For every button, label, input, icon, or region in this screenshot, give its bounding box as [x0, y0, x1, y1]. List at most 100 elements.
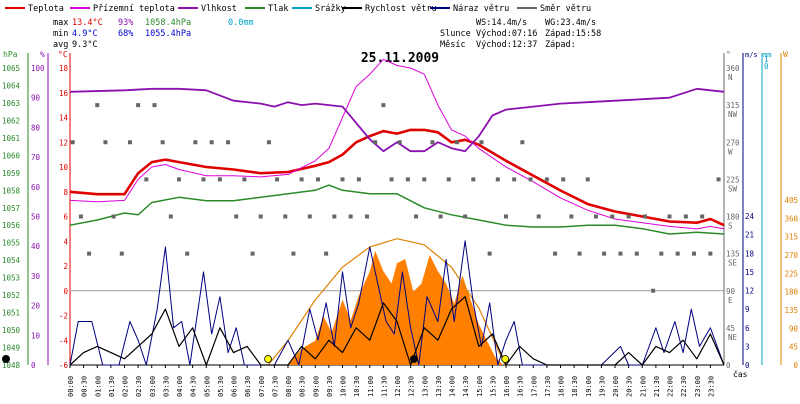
stats-avg-temp: 9.3°C	[72, 40, 98, 50]
wind-direction-point	[87, 251, 92, 256]
time-tick-label: 03:30	[162, 376, 170, 397]
time-tick-label: 08:00	[285, 376, 293, 397]
time-tick-label: 15:30	[489, 376, 497, 397]
w-tick-label: 45	[789, 343, 798, 352]
w-tick-label: 270	[784, 251, 798, 260]
wind-direction-point	[111, 214, 116, 219]
time-tick-label: 17:30	[544, 376, 552, 397]
percent-tick-label: 0	[31, 361, 36, 370]
percent-tick-label: 50	[31, 213, 41, 222]
axis-title-w: W	[783, 50, 788, 59]
wind-direction-point	[651, 288, 656, 293]
time-tick-label: 23:30	[707, 376, 715, 397]
wind-direction-point	[242, 177, 247, 182]
temp-tick-label: -2	[59, 312, 68, 321]
wind-direction-point	[495, 177, 500, 182]
axis-title-degree: °	[726, 50, 731, 59]
wind-gust-max: WG:23.4m/s	[545, 18, 596, 28]
degree-tick-label: 315	[726, 101, 740, 110]
w-tick-label: 135	[784, 306, 798, 315]
hpa-tick-label: 1052	[2, 291, 20, 300]
ms-tick-label: 0	[745, 361, 750, 370]
legend-label: Tlak	[268, 4, 288, 14]
time-tick-label: 02:30	[135, 376, 143, 397]
wind-direction-point	[504, 214, 508, 219]
wind-direction-point	[266, 140, 271, 145]
sunset-marker	[501, 355, 510, 363]
time-tick-label: 14:30	[462, 376, 470, 397]
temp-tick-label: 0	[63, 287, 68, 296]
degree-tick-label: 225	[726, 175, 740, 184]
legend-label: Náraz větru	[453, 4, 509, 14]
temp-tick-label: 16	[59, 89, 69, 98]
hpa-tick-label: 1050	[2, 326, 21, 335]
hpa-tick-label: 1056	[2, 221, 21, 230]
legend-label: Rychlost větru	[365, 4, 437, 14]
temp-tick-label: 2	[63, 262, 68, 271]
hpa-tick-label: 1057	[2, 204, 20, 213]
time-tick-label: 12:30	[408, 376, 416, 397]
sunrise-time: Východ:07:16	[476, 29, 537, 39]
wind-direction-point	[561, 177, 566, 182]
wind-direction-point	[332, 214, 337, 219]
wind-direction-point	[528, 177, 533, 182]
wind-direction-point	[381, 103, 386, 108]
wind-direction-point	[479, 140, 484, 145]
stats-min-pressure: 1055.4hPa	[145, 29, 191, 39]
time-tick-label: 23:00	[694, 376, 702, 397]
time-tick-label: 08:30	[299, 376, 307, 397]
stats-min-label: min	[53, 29, 68, 39]
time-tick-label: 19:30	[598, 376, 606, 397]
wind-direction-point	[291, 251, 296, 256]
moon-label: Měsíc	[440, 40, 466, 50]
wind-direction-point	[438, 214, 443, 219]
wind-direction-point	[405, 177, 410, 182]
moonset-time: Západ:	[545, 40, 576, 50]
mm-tick-label: 0	[764, 62, 769, 71]
percent-tick-label: 90	[31, 94, 41, 103]
degree-tick-label: 360	[726, 64, 740, 73]
moon-phase-marker	[2, 355, 10, 363]
time-tick-label: 16:30	[517, 376, 525, 397]
time-tick-label: 22:30	[680, 376, 688, 397]
wind-direction-point	[487, 251, 492, 256]
wind-direction-point	[471, 177, 476, 182]
hpa-tick-label: 1051	[2, 309, 20, 318]
wind-direction-point	[315, 177, 320, 182]
time-tick-label: 18:00	[558, 376, 566, 397]
hpa-tick-label: 1065	[2, 64, 20, 73]
wind-direction-point	[193, 140, 198, 145]
prizemni-teplota-line	[69, 58, 725, 230]
wind-direction-point	[602, 251, 607, 256]
time-tick-label: 14:00	[449, 376, 457, 397]
time-tick-label: 10:00	[340, 376, 348, 397]
chart-date-title: 25.11.2009	[361, 51, 439, 66]
time-tick-label: 01:30	[108, 376, 116, 397]
percent-tick-label: 80	[31, 123, 41, 132]
time-tick-label: 09:30	[326, 376, 334, 397]
stats-rain: 0.0mm	[228, 18, 254, 28]
wind-direction-point	[324, 251, 329, 256]
time-tick-label: 21:00	[639, 376, 647, 397]
ms-tick-label: 3	[745, 342, 750, 351]
time-tick-label: 13:30	[435, 376, 443, 397]
time-tick-label: 06:00	[231, 376, 239, 397]
wind-direction-point	[520, 140, 525, 145]
percent-tick-label: 10	[31, 331, 41, 340]
time-tick-label: 22:00	[667, 376, 675, 397]
wind-direction-point	[103, 140, 108, 145]
hpa-tick-label: 1063	[2, 99, 20, 108]
wind-direction-point	[708, 251, 713, 256]
percent-tick-label: 40	[31, 242, 41, 251]
sun-elevation-curve	[267, 238, 506, 366]
temp-tick-label: 8	[63, 188, 68, 197]
wind-direction-point	[692, 251, 697, 256]
time-tick-label: 20:30	[626, 376, 634, 397]
wind-direction-point	[446, 177, 451, 182]
plot-area	[2, 58, 725, 366]
sunset-time: Západ:15:58	[545, 29, 601, 39]
time-tick-label: 02:00	[122, 376, 130, 397]
time-tick-label: 16:00	[503, 376, 511, 397]
wind-direction-point	[258, 214, 263, 219]
